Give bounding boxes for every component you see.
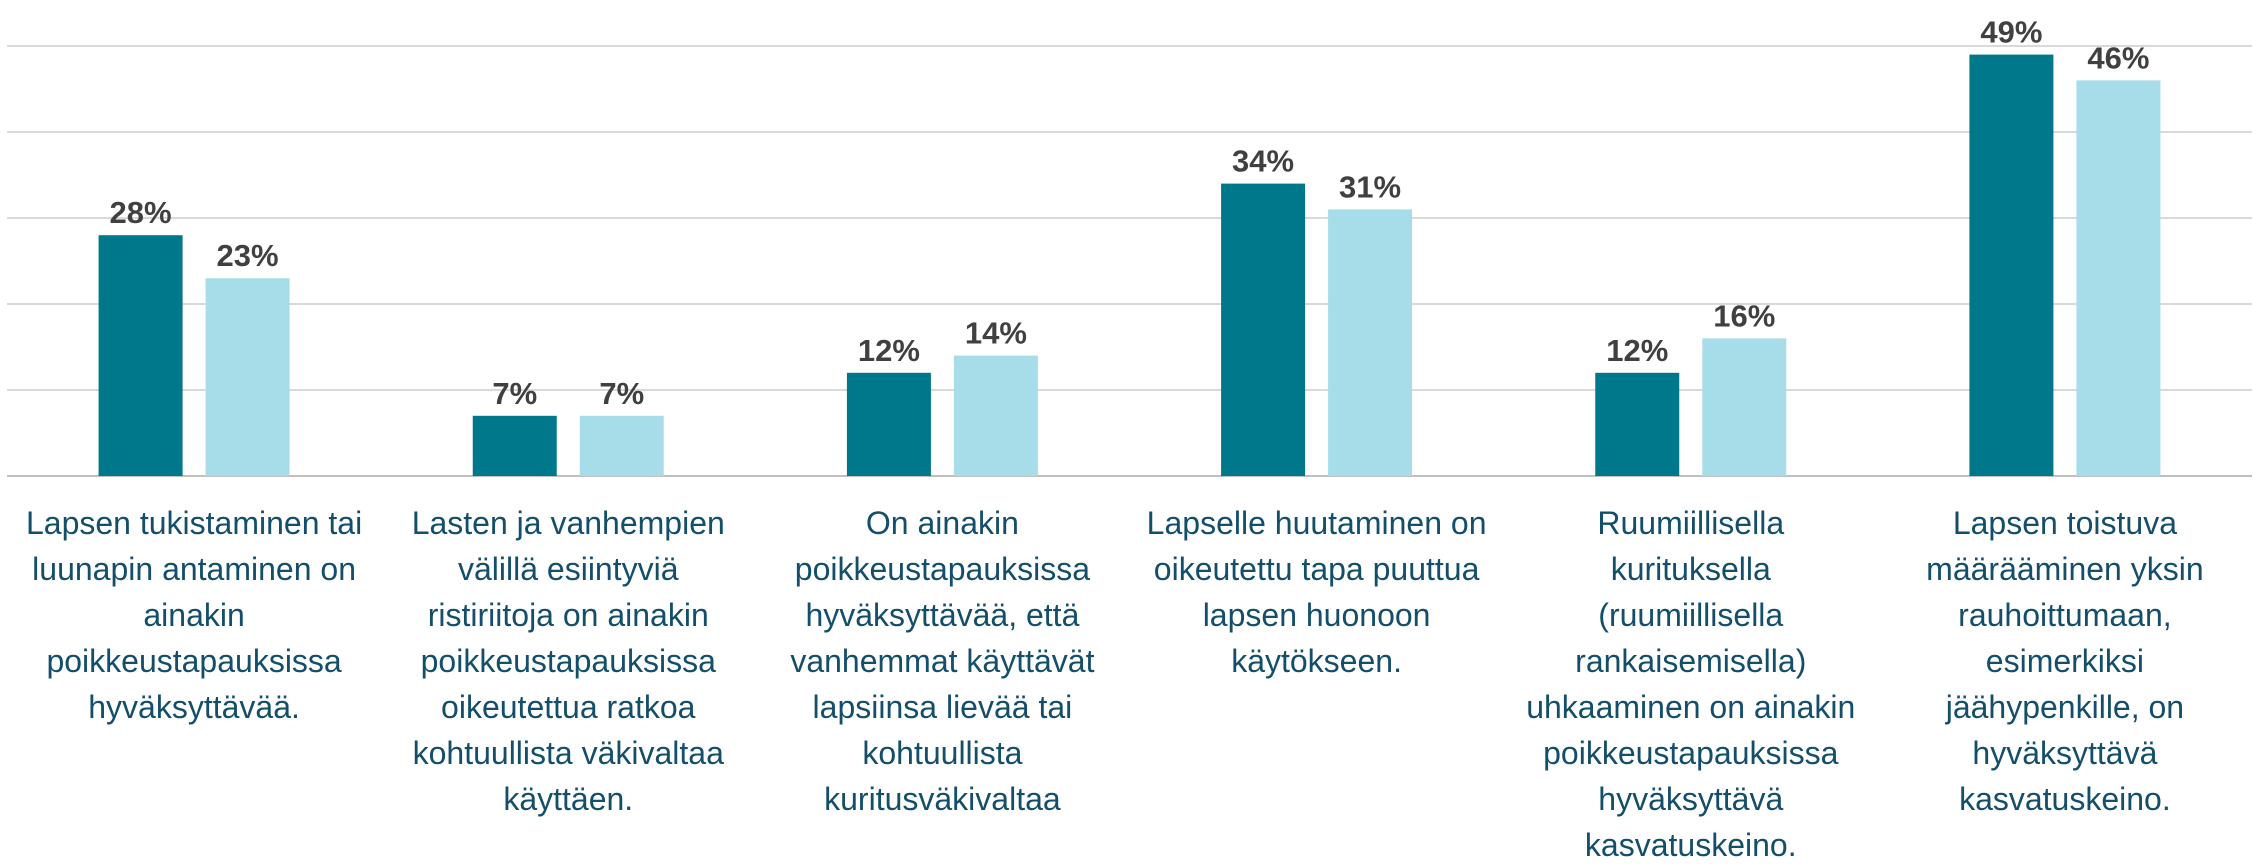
bar [2076, 80, 2161, 477]
bar [98, 235, 183, 476]
bar [1328, 209, 1413, 476]
bar [846, 372, 931, 476]
bar [579, 415, 664, 476]
value-label: 16% [1713, 298, 1775, 333]
value-label: 7% [599, 376, 644, 411]
bar [1702, 338, 1787, 476]
bar [1221, 183, 1306, 476]
category-label: Lapsen toistuva määrääminen yksin rauhoi… [1926, 505, 2204, 817]
value-label: 7% [492, 376, 537, 411]
bar [1969, 54, 2054, 476]
value-label: 49% [1980, 15, 2042, 50]
value-label: 12% [1606, 333, 1668, 368]
value-label: 31% [1339, 169, 1401, 204]
bar [472, 415, 557, 476]
value-label: 46% [2087, 40, 2149, 75]
value-label: 23% [217, 238, 279, 273]
value-label: 12% [858, 333, 920, 368]
bar [1595, 372, 1680, 476]
value-label: 28% [110, 195, 172, 230]
category-label: Lapsen tukistaminen tai luunapin antamin… [25, 505, 363, 725]
value-label: 14% [965, 316, 1027, 351]
category-label: Lapselle huutaminen on oikeutettu tapa p… [1146, 505, 1487, 679]
category-label: Ruumiillisella kurituksella (ruumiillise… [1526, 505, 1856, 863]
value-label: 34% [1232, 144, 1294, 179]
category-label: On ainakin poikkeustapauksissa hyväksytt… [790, 505, 1095, 817]
bar [953, 355, 1038, 476]
bar [205, 278, 290, 476]
category-label: Lasten ja vanhempien välillä esiintyviä … [411, 505, 725, 817]
